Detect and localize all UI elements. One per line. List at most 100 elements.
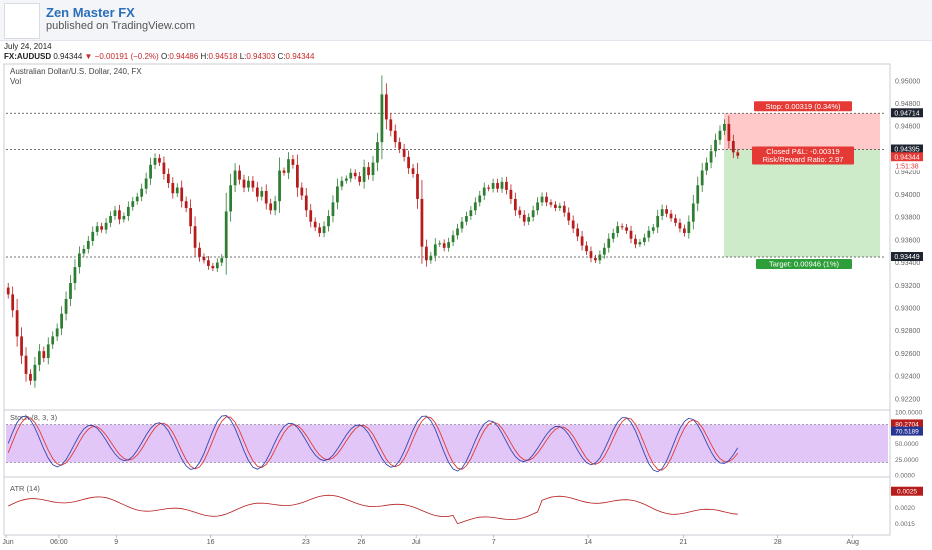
candle-body[interactable] [42,351,46,359]
target-zone[interactable] [724,149,880,257]
candle-body[interactable] [656,215,660,228]
candle-body[interactable] [29,373,32,381]
candle-body[interactable] [15,310,19,337]
candle-body[interactable] [602,247,606,255]
candle-body[interactable] [678,222,682,229]
candle-body[interactable] [709,151,713,163]
candle-body[interactable] [91,231,95,241]
candle-body[interactable] [651,227,655,231]
candle-body[interactable] [407,156,410,169]
candle-body[interactable] [727,123,731,141]
candle-body[interactable] [215,262,219,269]
candle-body[interactable] [264,190,268,204]
candle-body[interactable] [705,162,709,171]
candle-body[interactable] [625,227,628,231]
candle-body[interactable] [55,328,59,337]
candle-body[interactable] [37,351,41,365]
candle-body[interactable] [731,140,735,153]
candle-body[interactable] [233,170,237,186]
candle-body[interactable] [620,226,624,228]
candle-body[interactable] [376,142,379,163]
candle-body[interactable] [509,189,513,199]
candle-body[interactable] [291,159,295,165]
atr-pane[interactable] [3,476,891,536]
candle-body[interactable] [367,167,370,176]
candle-body[interactable] [113,210,117,216]
candle-body[interactable] [82,248,86,254]
candle-body[interactable] [473,202,477,211]
candle-body[interactable] [611,233,615,239]
candle-body[interactable] [86,240,90,249]
candle-body[interactable] [336,186,339,203]
candle-body[interactable] [255,187,259,197]
candle-body[interactable] [442,243,446,248]
candle-body[interactable] [669,213,673,219]
candle-body[interactable] [198,247,201,257]
candle-body[interactable] [513,198,517,211]
candle-body[interactable] [585,245,588,252]
candle-body[interactable] [220,258,224,263]
candle-body[interactable] [131,201,135,207]
candle-body[interactable] [398,142,402,149]
candle-body[interactable] [660,209,664,216]
candle-body[interactable] [202,256,206,261]
candle-body[interactable] [389,119,393,131]
candle-body[interactable] [331,202,335,216]
candle-body[interactable] [109,215,112,223]
candle-body[interactable] [193,226,197,248]
candle-body[interactable] [304,195,308,211]
candle-body[interactable] [482,187,486,196]
candle-body[interactable] [247,180,250,188]
candle-body[interactable] [691,203,695,222]
candle-body[interactable] [736,152,740,156]
candle-body[interactable] [589,251,593,259]
candle-body[interactable] [647,230,651,238]
candle-body[interactable] [242,179,246,188]
candle-body[interactable] [683,228,686,234]
candle-body[interactable] [60,313,63,329]
candle-body[interactable] [340,180,344,187]
candle-body[interactable] [554,204,557,209]
candle-body[interactable] [562,205,566,213]
author-name[interactable]: Zen Master FX [46,5,135,20]
candle-body[interactable] [269,203,273,211]
candle-body[interactable] [433,244,437,256]
candle-body[interactable] [358,176,362,182]
candle-body[interactable] [527,217,531,222]
candle-body[interactable] [100,226,104,230]
author-avatar[interactable] [4,3,40,39]
candle-body[interactable] [295,164,299,188]
candle-body[interactable] [487,187,491,189]
candle-body[interactable] [153,158,157,165]
candle-body[interactable] [64,298,68,314]
candle-body[interactable] [162,162,166,174]
candle-body[interactable] [478,195,482,203]
candle-body[interactable] [456,228,459,236]
candle-body[interactable] [723,123,726,131]
candle-body[interactable] [287,159,290,173]
candle-body[interactable] [536,202,539,211]
candle-body[interactable] [327,215,330,227]
candle-body[interactable] [180,187,184,202]
candle-body[interactable] [531,210,535,218]
candle-body[interactable] [300,187,304,196]
candle-body[interactable] [260,190,264,197]
candle-body[interactable] [313,221,317,228]
candle-body[interactable] [104,222,108,230]
candle-body[interactable] [469,210,473,216]
candle-body[interactable] [207,260,210,266]
candle-body[interactable] [6,287,10,295]
candle-body[interactable] [69,283,72,299]
candle-body[interactable] [278,170,281,202]
candle-body[interactable] [411,168,415,174]
candle-body[interactable] [558,205,562,209]
candle-body[interactable] [95,226,99,232]
candle-body[interactable] [171,183,175,194]
candle-body[interactable] [118,210,121,220]
candle-body[interactable] [362,167,366,182]
candle-body[interactable] [251,180,255,188]
stop-zone[interactable] [724,113,880,150]
candle-body[interactable] [665,209,668,214]
candle-body[interactable] [24,355,28,374]
